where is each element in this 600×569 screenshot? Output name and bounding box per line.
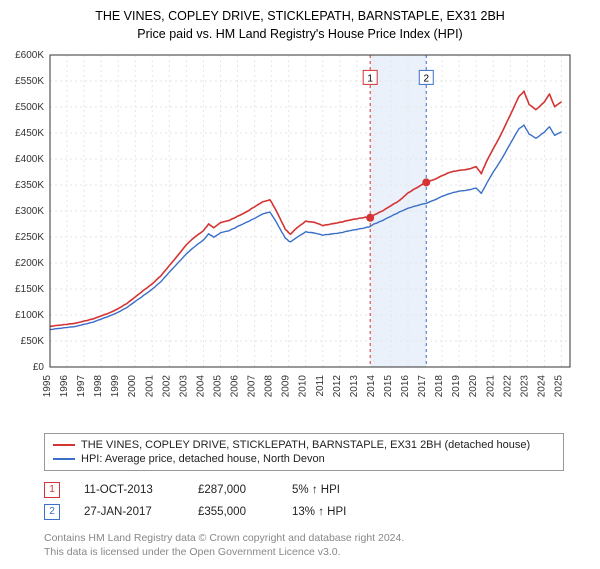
svg-text:2: 2 [423,73,429,84]
transaction-marker: 1 [44,482,60,498]
svg-text:£250K: £250K [15,232,44,243]
svg-text:2010: 2010 [298,375,309,398]
svg-text:2013: 2013 [349,375,360,398]
svg-text:2009: 2009 [281,375,292,398]
legend-item: THE VINES, COPLEY DRIVE, STICKLEPATH, BA… [53,438,555,452]
legend-swatch [53,444,75,446]
svg-text:1998: 1998 [93,375,104,398]
svg-text:£600K: £600K [15,50,44,61]
transaction-pct: 5% ↑ HPI [292,484,382,496]
svg-text:2024: 2024 [536,375,547,398]
svg-text:2011: 2011 [315,375,326,397]
svg-text:2006: 2006 [230,375,241,398]
transactions-table: 1 11-OCT-2013 £287,000 5% ↑ HPI 2 27-JAN-2017… [44,479,564,523]
transaction-row: 1 11-OCT-2013 £287,000 5% ↑ HPI [44,479,564,501]
svg-text:2015: 2015 [383,375,394,398]
svg-text:£550K: £550K [15,76,44,87]
title-block: THE VINES, COPLEY DRIVE, STICKLEPATH, BA… [0,0,600,47]
transaction-price: £355,000 [198,506,268,518]
legend-label: HPI: Average price, detached house, Nort… [81,453,325,465]
svg-text:2019: 2019 [451,375,462,398]
svg-text:2016: 2016 [400,375,411,398]
svg-text:2022: 2022 [502,375,513,398]
legend-swatch [53,458,75,460]
transaction-point [366,214,374,222]
svg-text:2018: 2018 [434,375,445,398]
transaction-point [422,178,430,186]
legend: THE VINES, COPLEY DRIVE, STICKLEPATH, BA… [44,433,564,471]
svg-text:2023: 2023 [519,375,530,398]
chart-svg: £0 £50K £100K £150K £200K £250K £300K £350K £400… [0,47,600,427]
transaction-row: 2 27-JAN-2017 £355,000 13% ↑ HPI [44,501,564,523]
svg-text:1996: 1996 [59,375,70,398]
transaction-pct: 13% ↑ HPI [292,506,382,518]
svg-text:2014: 2014 [366,375,377,398]
svg-text:2002: 2002 [161,375,172,398]
footer-line-2: This data is licensed under the Open Gov… [44,545,564,559]
legend-item: HPI: Average price, detached house, Nort… [53,452,555,466]
transaction-marker: 2 [44,504,60,520]
svg-text:2004: 2004 [195,375,206,398]
svg-text:1: 1 [367,73,373,84]
chart-subtitle: Price paid vs. HM Land Registry's House … [10,26,590,44]
legend-label: THE VINES, COPLEY DRIVE, STICKLEPATH, BA… [81,439,530,451]
svg-text:2001: 2001 [144,375,155,398]
chart-title: THE VINES, COPLEY DRIVE, STICKLEPATH, BA… [10,8,590,26]
svg-text:1997: 1997 [76,375,87,398]
chart: £0 £50K £100K £150K £200K £250K £300K £350K £400… [0,47,600,427]
svg-text:£100K: £100K [15,310,44,321]
svg-text:£300K: £300K [15,206,44,217]
svg-text:£450K: £450K [15,128,44,139]
svg-text:£0: £0 [33,362,45,373]
footer: Contains HM Land Registry data © Crown c… [44,531,564,559]
svg-text:2008: 2008 [264,375,275,398]
transaction-date: 27-JAN-2017 [84,506,174,518]
svg-text:2007: 2007 [247,375,258,398]
svg-text:£500K: £500K [15,102,44,113]
svg-text:£50K: £50K [21,336,45,347]
svg-text:£200K: £200K [15,258,44,269]
svg-text:1995: 1995 [42,375,53,398]
svg-text:£400K: £400K [15,154,44,165]
svg-text:£150K: £150K [15,284,44,295]
svg-text:1999: 1999 [110,375,121,398]
svg-text:2000: 2000 [127,375,138,398]
svg-text:2025: 2025 [553,375,564,398]
svg-text:2020: 2020 [468,375,479,398]
svg-text:£350K: £350K [15,180,44,191]
footer-line-1: Contains HM Land Registry data © Crown c… [44,531,564,545]
svg-text:2012: 2012 [332,375,343,398]
transaction-price: £287,000 [198,484,268,496]
svg-text:2005: 2005 [212,375,223,398]
svg-text:2017: 2017 [417,375,428,398]
transaction-date: 11-OCT-2013 [84,484,174,496]
svg-text:2021: 2021 [485,375,496,398]
svg-text:2003: 2003 [178,375,189,398]
